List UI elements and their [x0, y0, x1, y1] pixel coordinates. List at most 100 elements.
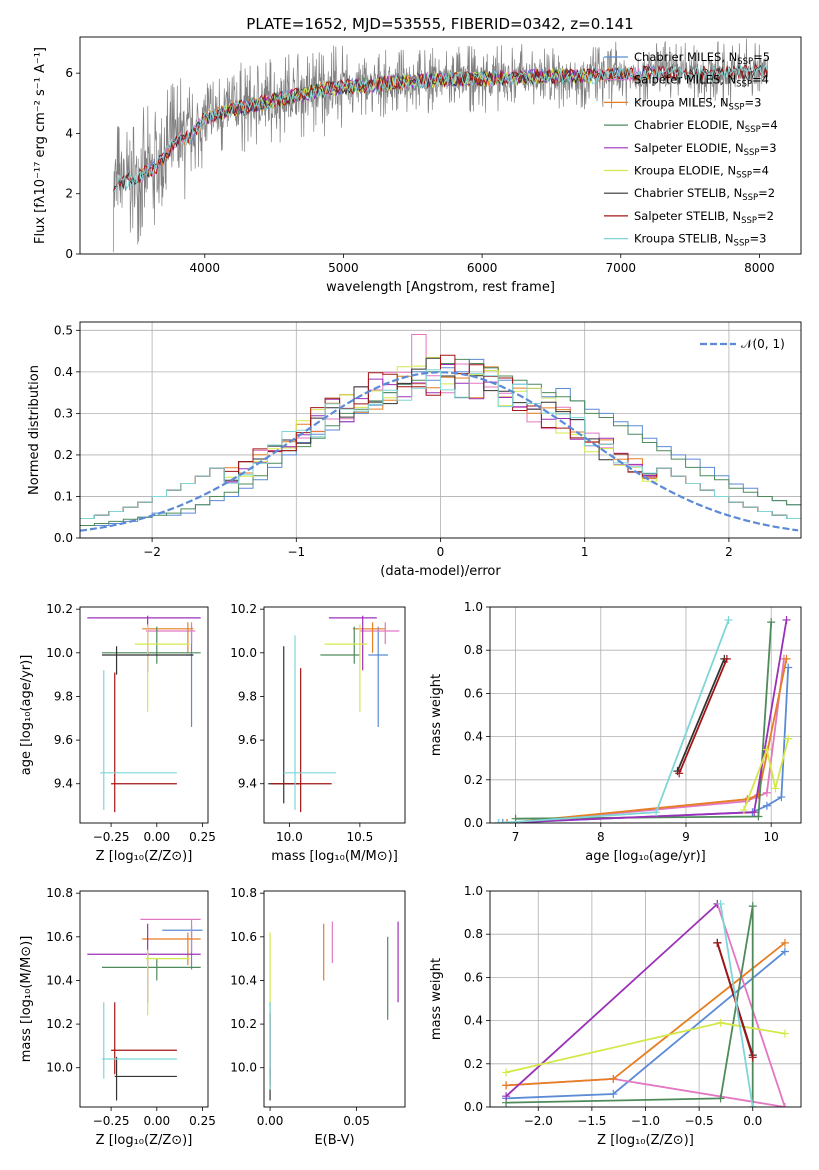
- weight-marker-salpeter-miles: [780, 1103, 789, 1107]
- legend-label-chabrier-elodie: Chabrier ELODIE, NSSP=4: [634, 118, 778, 135]
- x-tick-label: 0.25: [189, 830, 216, 844]
- weight-marker-kroupa-stelib: [652, 808, 661, 817]
- y-axis-label: Flux [fλ10⁻¹⁷ erg cm⁻² s⁻¹ A⁻¹]: [33, 47, 48, 244]
- x-tick-label: 6000: [467, 261, 498, 275]
- weight-marker-kroupa-miles: [502, 1081, 511, 1090]
- y-tick-label: 0.3: [54, 406, 73, 420]
- y-tick-label: 1.0: [464, 600, 483, 614]
- x-tick-label: 0.05: [343, 1114, 370, 1128]
- x-tick-label: 1: [581, 545, 589, 559]
- x-axis-label: Z [log₁₀(Z/Z⊙)]: [597, 1133, 694, 1148]
- y-axis-label: age [log₁₀(age/yr)]: [19, 655, 34, 776]
- y-tick-label: 1.0: [464, 884, 483, 898]
- y-tick-label: 10.6: [46, 930, 73, 944]
- weight-marker-kroupa-stelib: [724, 615, 733, 624]
- x-tick-label: 0.0: [743, 1114, 762, 1128]
- weight-marker-salpeter-miles: [762, 788, 771, 797]
- axes-frame: [263, 606, 406, 824]
- y-tick-label: 9.6: [54, 733, 73, 747]
- panel-mass-vs-ebv: 0.00 0.05 10.0 10.2 10.4 10.6 10.8 E(B-V): [230, 886, 406, 1148]
- x-tick-label: 10.0: [276, 830, 303, 844]
- weight-line-chabrier-elodie: [515, 622, 773, 820]
- axes-frame: [79, 890, 209, 1108]
- x-tick-label: 0.25: [189, 1114, 216, 1128]
- weight-marker-kroupa-elodie: [780, 1029, 789, 1038]
- legend-label-normal: 𝒩(0, 1): [741, 337, 785, 351]
- weight-marker-kroupa-stelib: [748, 1103, 757, 1107]
- plot-area: [490, 891, 801, 1107]
- y-tick-label: 0.0: [464, 1100, 483, 1114]
- weight-marker-salpeter-elodie: [782, 615, 791, 624]
- weight-marker-chabrier-elodie: [754, 812, 763, 821]
- hist-kroupa-stelib: [80, 369, 801, 519]
- x-axis-label: mass [log₁₀(M/M⊙)]: [271, 849, 398, 864]
- axes-frame: [489, 890, 802, 1108]
- y-tick-label: 10.6: [230, 930, 257, 944]
- panel-age-vs-mass: 10.0 10.5 9.4 9.6 9.8 10.0 10.2 mass [log₁₀(M/M…: [230, 602, 406, 864]
- x-tick-label: 10: [764, 830, 779, 844]
- weight-marker-kroupa-miles: [780, 938, 789, 947]
- y-tick-label: 0.4: [54, 365, 73, 379]
- weight-marker-kroupa-miles: [503, 819, 512, 823]
- y-tick-label: 10.2: [46, 602, 73, 616]
- x-tick-label: −1: [287, 545, 305, 559]
- weight-marker-salpeter-stelib: [722, 654, 731, 663]
- y-axis-label: mass weight: [429, 958, 444, 1040]
- panel-weight-vs-age: 7 8 9 10 0.0 0.2 0.4 0.6 0.8 1.0 age [log₁₀(age/yr…: [429, 600, 802, 864]
- weight-marker-kroupa-elodie: [502, 1068, 511, 1077]
- plot-area: [490, 607, 801, 823]
- x-axis-label: Z [log₁₀(Z/Z⊙)]: [96, 1133, 193, 1148]
- weight-line-salpeter-stelib: [678, 658, 728, 774]
- y-tick-label: 10.0: [46, 646, 73, 660]
- plot-area: [87, 615, 201, 813]
- y-tick-label: 9.4: [54, 777, 73, 791]
- y-tick-label: 2: [65, 187, 73, 201]
- y-tick-label: 10.2: [230, 602, 257, 616]
- y-tick-label: 0.6: [464, 970, 483, 984]
- plot-area: [80, 322, 801, 538]
- y-tick-label: 0.8: [464, 927, 483, 941]
- y-axis-label: mass [log₁₀(M/M⊙)]: [19, 936, 34, 1063]
- y-tick-label: 0.2: [464, 1057, 483, 1071]
- weight-marker-chabrier-miles: [780, 947, 789, 956]
- legend-subscript: SSP: [742, 193, 758, 203]
- weight-marker-kroupa-stelib: [716, 899, 725, 908]
- panel-weight-vs-z: −2.0 −1.5 −1.0 −0.5 0.0 0.0 0.2 0.4 0.6 0.8 1.0 Z […: [429, 884, 802, 1148]
- axes-frame: [79, 321, 802, 539]
- y-tick-label: 0.0: [464, 816, 483, 830]
- legend-nssp: =4: [761, 118, 778, 132]
- y-axis-label: Normed distribution: [27, 365, 42, 495]
- weight-marker-salpeter-stelib: [748, 1053, 757, 1062]
- axes-frame: [263, 890, 406, 1108]
- x-tick-label: 5000: [328, 261, 359, 275]
- model-line-kroupa-stelib: [112, 64, 768, 193]
- weight-line-chabrier-elodie: [506, 905, 754, 1107]
- plot-area: [112, 38, 768, 253]
- normal-curve: [80, 371, 799, 532]
- x-tick-label: 8: [597, 830, 605, 844]
- axes-frame: [79, 606, 209, 824]
- y-tick-label: 9.4: [238, 777, 257, 791]
- weight-marker-kroupa-stelib: [494, 819, 503, 823]
- legend-subscript: SSP: [745, 125, 761, 135]
- y-tick-label: 0: [65, 247, 73, 261]
- legend-nssp: =4: [752, 164, 769, 178]
- weight-line-kroupa-stelib: [719, 903, 754, 1107]
- weight-marker-chabrier-miles: [762, 801, 771, 810]
- legend-nssp: =4: [752, 73, 769, 87]
- weight-line-salpeter-elodie: [505, 903, 719, 1097]
- x-tick-label: 7000: [605, 261, 636, 275]
- legend-label-kroupa-elodie: Kroupa ELODIE, NSSP=4: [634, 164, 769, 181]
- x-axis-label: age [log₁₀(age/yr)]: [585, 849, 706, 864]
- y-tick-label: 10.0: [46, 1061, 73, 1075]
- weight-marker-kroupa-elodie: [771, 784, 780, 793]
- legend-subscript: SSP: [741, 216, 757, 226]
- y-tick-label: 0.4: [464, 730, 483, 744]
- weight-marker-kroupa-miles: [754, 790, 763, 799]
- weight-marker-kroupa-elodie: [739, 806, 748, 815]
- weight-marker-chabrier-elodie: [716, 1094, 725, 1103]
- weight-marker-salpeter-stelib: [675, 769, 684, 778]
- y-tick-label: 6: [65, 66, 73, 80]
- weight-line-kroupa-miles: [506, 658, 788, 823]
